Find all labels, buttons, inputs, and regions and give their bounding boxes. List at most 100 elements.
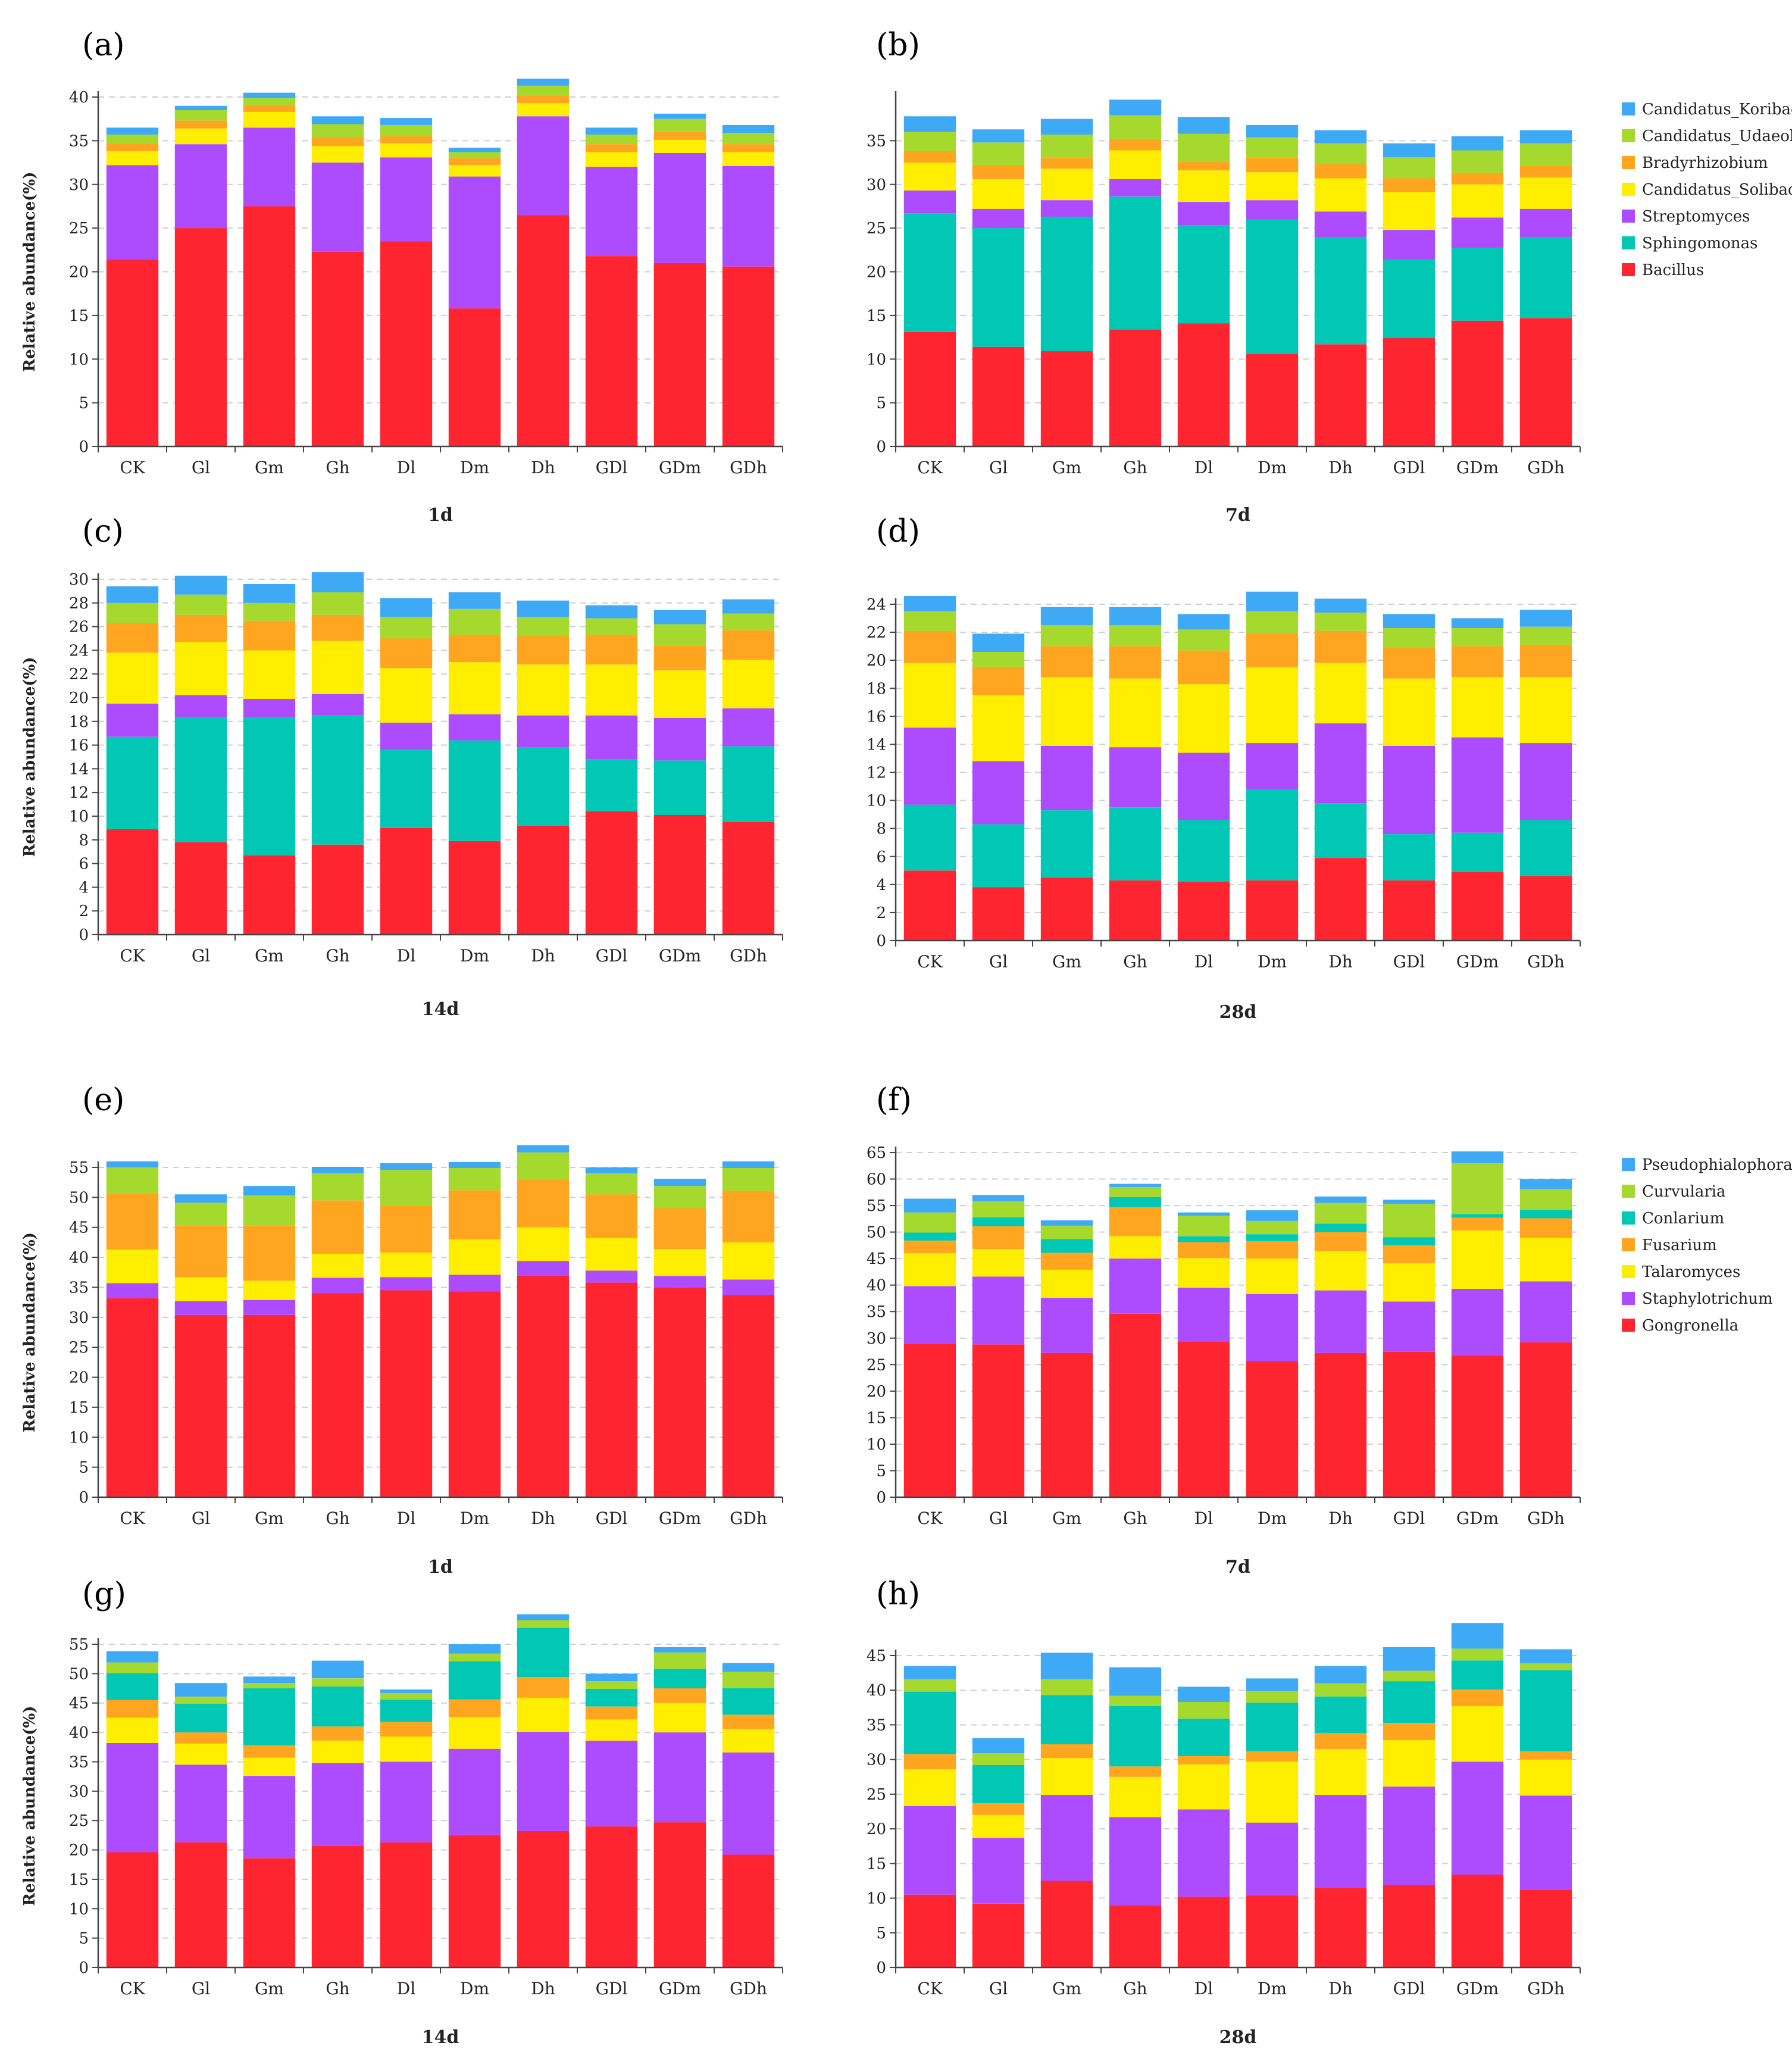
bar-segment: [517, 1732, 570, 1831]
legend: Pseudophialophora Curvularia Conlarium Fusa…: [1622, 1156, 1792, 1335]
bar-segment: [1519, 177, 1572, 209]
bar-segment: [311, 1763, 364, 1846]
bar-segment: [311, 715, 364, 845]
bar-segment: [585, 605, 638, 619]
bar-segment: [243, 717, 296, 855]
bar-segment: [585, 1194, 638, 1238]
bar-segment: [174, 1277, 227, 1301]
bar-segment: [972, 652, 1025, 667]
bar-segment: [243, 98, 296, 105]
legend-label: Bacillus: [1642, 261, 1704, 279]
legend-label: Candidatus_Udaeobacter: [1642, 127, 1792, 145]
bar-segment: [517, 664, 570, 716]
bar-segment: [448, 176, 501, 309]
bar-segment: [1383, 192, 1436, 230]
bar-segment: [653, 717, 706, 761]
x-tick-label: Gl: [989, 1509, 1008, 1528]
bar-segment: [1177, 1702, 1230, 1719]
bar-segment: [106, 1852, 159, 1967]
bar-segment: [1451, 1163, 1504, 1214]
bar-segment: [1246, 1361, 1299, 1497]
legend-label: Candidatus_Solibacter: [1642, 181, 1792, 199]
y-tick-label: 8: [79, 832, 89, 850]
bar-segment: [1314, 1696, 1367, 1734]
bar-segment: [972, 824, 1025, 888]
bar-segment: [653, 610, 706, 624]
legend-swatch: [1622, 129, 1635, 142]
bar-segment: [585, 618, 638, 635]
y-tick-label: 45: [867, 1647, 886, 1665]
bar-segment: [1519, 1238, 1572, 1282]
bar-segment: [1246, 219, 1299, 354]
bar-segment: [1451, 677, 1504, 738]
bar-segment: [1314, 663, 1367, 724]
x-tick-label: Gh: [326, 946, 349, 966]
bar-segment: [722, 708, 775, 747]
y-tick-label: 20: [69, 1369, 89, 1387]
bar-segment: [106, 1250, 159, 1283]
bar-segment: [1109, 196, 1162, 330]
bar-segment: [1109, 1905, 1162, 1967]
bar-segment: [1451, 646, 1504, 677]
bar-segment: [722, 1752, 775, 1855]
bar-segment: [174, 110, 227, 121]
bar-segment: [972, 129, 1025, 143]
y-tick-label: 24: [867, 596, 886, 614]
bar-segment: [1314, 1749, 1367, 1795]
bar-segment: [1109, 329, 1162, 446]
bar-segment: [243, 111, 296, 128]
bar-segment: [722, 822, 775, 935]
bar-segment: [722, 1168, 775, 1191]
bar-segment: [243, 1195, 296, 1226]
bar-segment: [174, 1764, 227, 1842]
bar-segment: [1177, 1242, 1230, 1258]
bar-segment: [380, 1722, 433, 1737]
bar-segment: [653, 815, 706, 935]
x-tick-label: Dm: [460, 946, 489, 966]
bar-segment: [585, 144, 638, 152]
bar-segment: [106, 829, 159, 935]
bar-segment: [653, 1703, 706, 1733]
bar-segment: [903, 1212, 956, 1233]
bar-segment: [1383, 143, 1436, 158]
bar-segment: [243, 620, 296, 651]
bar-segment: [722, 1672, 775, 1688]
bar-segment: [1109, 1183, 1162, 1187]
x-tick-label: GDh: [730, 1979, 767, 1998]
bar-segment: [972, 761, 1025, 825]
bar-segment: [1177, 684, 1230, 753]
bar-segment: [585, 1673, 638, 1682]
x-tick-label: Gh: [1123, 1979, 1147, 1998]
bar-segment: [1383, 260, 1436, 339]
x-tick-label: Gh: [1123, 458, 1147, 477]
x-axis-label: 7d: [1225, 1557, 1250, 1578]
bar-segment: [1246, 1210, 1299, 1221]
bar-segment: [972, 1217, 1025, 1226]
y-tick-label: 55: [867, 1197, 886, 1215]
x-tick-label: CK: [917, 1979, 943, 1998]
bar-segment: [243, 584, 296, 603]
bar-segment: [903, 1769, 956, 1806]
y-tick-label: 5: [79, 395, 89, 413]
bar-segment: [174, 1703, 227, 1733]
bar-segment: [106, 1700, 159, 1718]
x-tick-label: GDm: [659, 946, 701, 966]
bar-segment: [585, 1681, 638, 1689]
bar-segment: [1314, 858, 1367, 941]
bar-segment: [722, 630, 775, 660]
y-tick-label: 18: [69, 713, 89, 731]
y-tick-label: 2: [79, 902, 89, 920]
bar-segment: [106, 704, 159, 737]
bar-segment: [243, 1776, 296, 1859]
bar-segment: [380, 1170, 433, 1205]
bar-segment: [722, 133, 775, 145]
bar-segment: [1383, 1670, 1436, 1682]
bar-segment: [1314, 143, 1367, 164]
bar-segment: [517, 600, 570, 617]
bar-segment: [380, 598, 433, 617]
y-tick-label: 15: [69, 1399, 89, 1417]
bar-segment: [517, 95, 570, 104]
y-tick-label: 30: [867, 176, 886, 194]
x-tick-label: GDm: [1456, 1509, 1499, 1528]
